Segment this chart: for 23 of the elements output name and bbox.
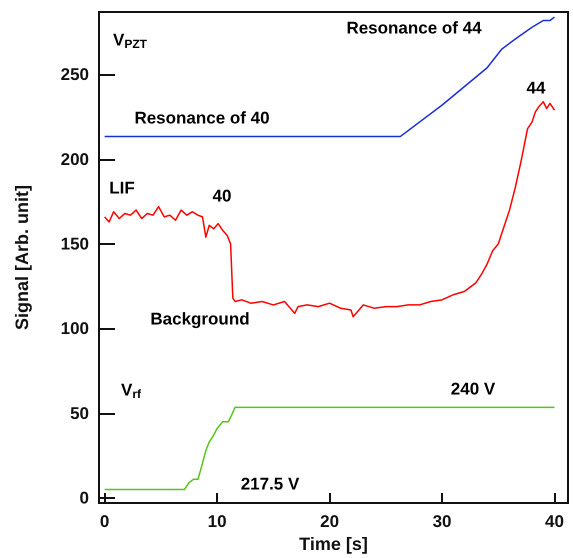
annotation: Background (150, 310, 250, 328)
x-tick-label: 20 (320, 512, 340, 531)
y-tick-label: 150 (60, 234, 89, 254)
annotation: Resonance of 44 (346, 18, 482, 38)
y-axis-title: Signal [Arb. unit] (12, 185, 32, 330)
x-tick-label: 30 (432, 512, 452, 531)
y-tick-label: 100 (60, 319, 89, 338)
line-series (104, 16, 556, 138)
annotation: 217.5 V (240, 474, 300, 494)
annotation: 240 V (450, 380, 496, 398)
x-axis-title: Time [s] (299, 534, 368, 554)
line-series (104, 406, 556, 490)
y-tick-label: 250 (60, 65, 89, 84)
annotation: Resonance of 40 (134, 108, 270, 128)
y-tick-label: 0 (80, 488, 89, 508)
annotation: LIF (109, 178, 135, 198)
y-tick-label: 50 (70, 404, 89, 423)
x-tick-label: 0 (100, 512, 110, 531)
x-tick-label: 10 (208, 512, 227, 531)
annotation: 44 (526, 78, 546, 98)
annotation: 40 (212, 186, 232, 206)
x-tick-label: 40 (545, 512, 564, 531)
y-tick-label: 200 (60, 150, 89, 169)
